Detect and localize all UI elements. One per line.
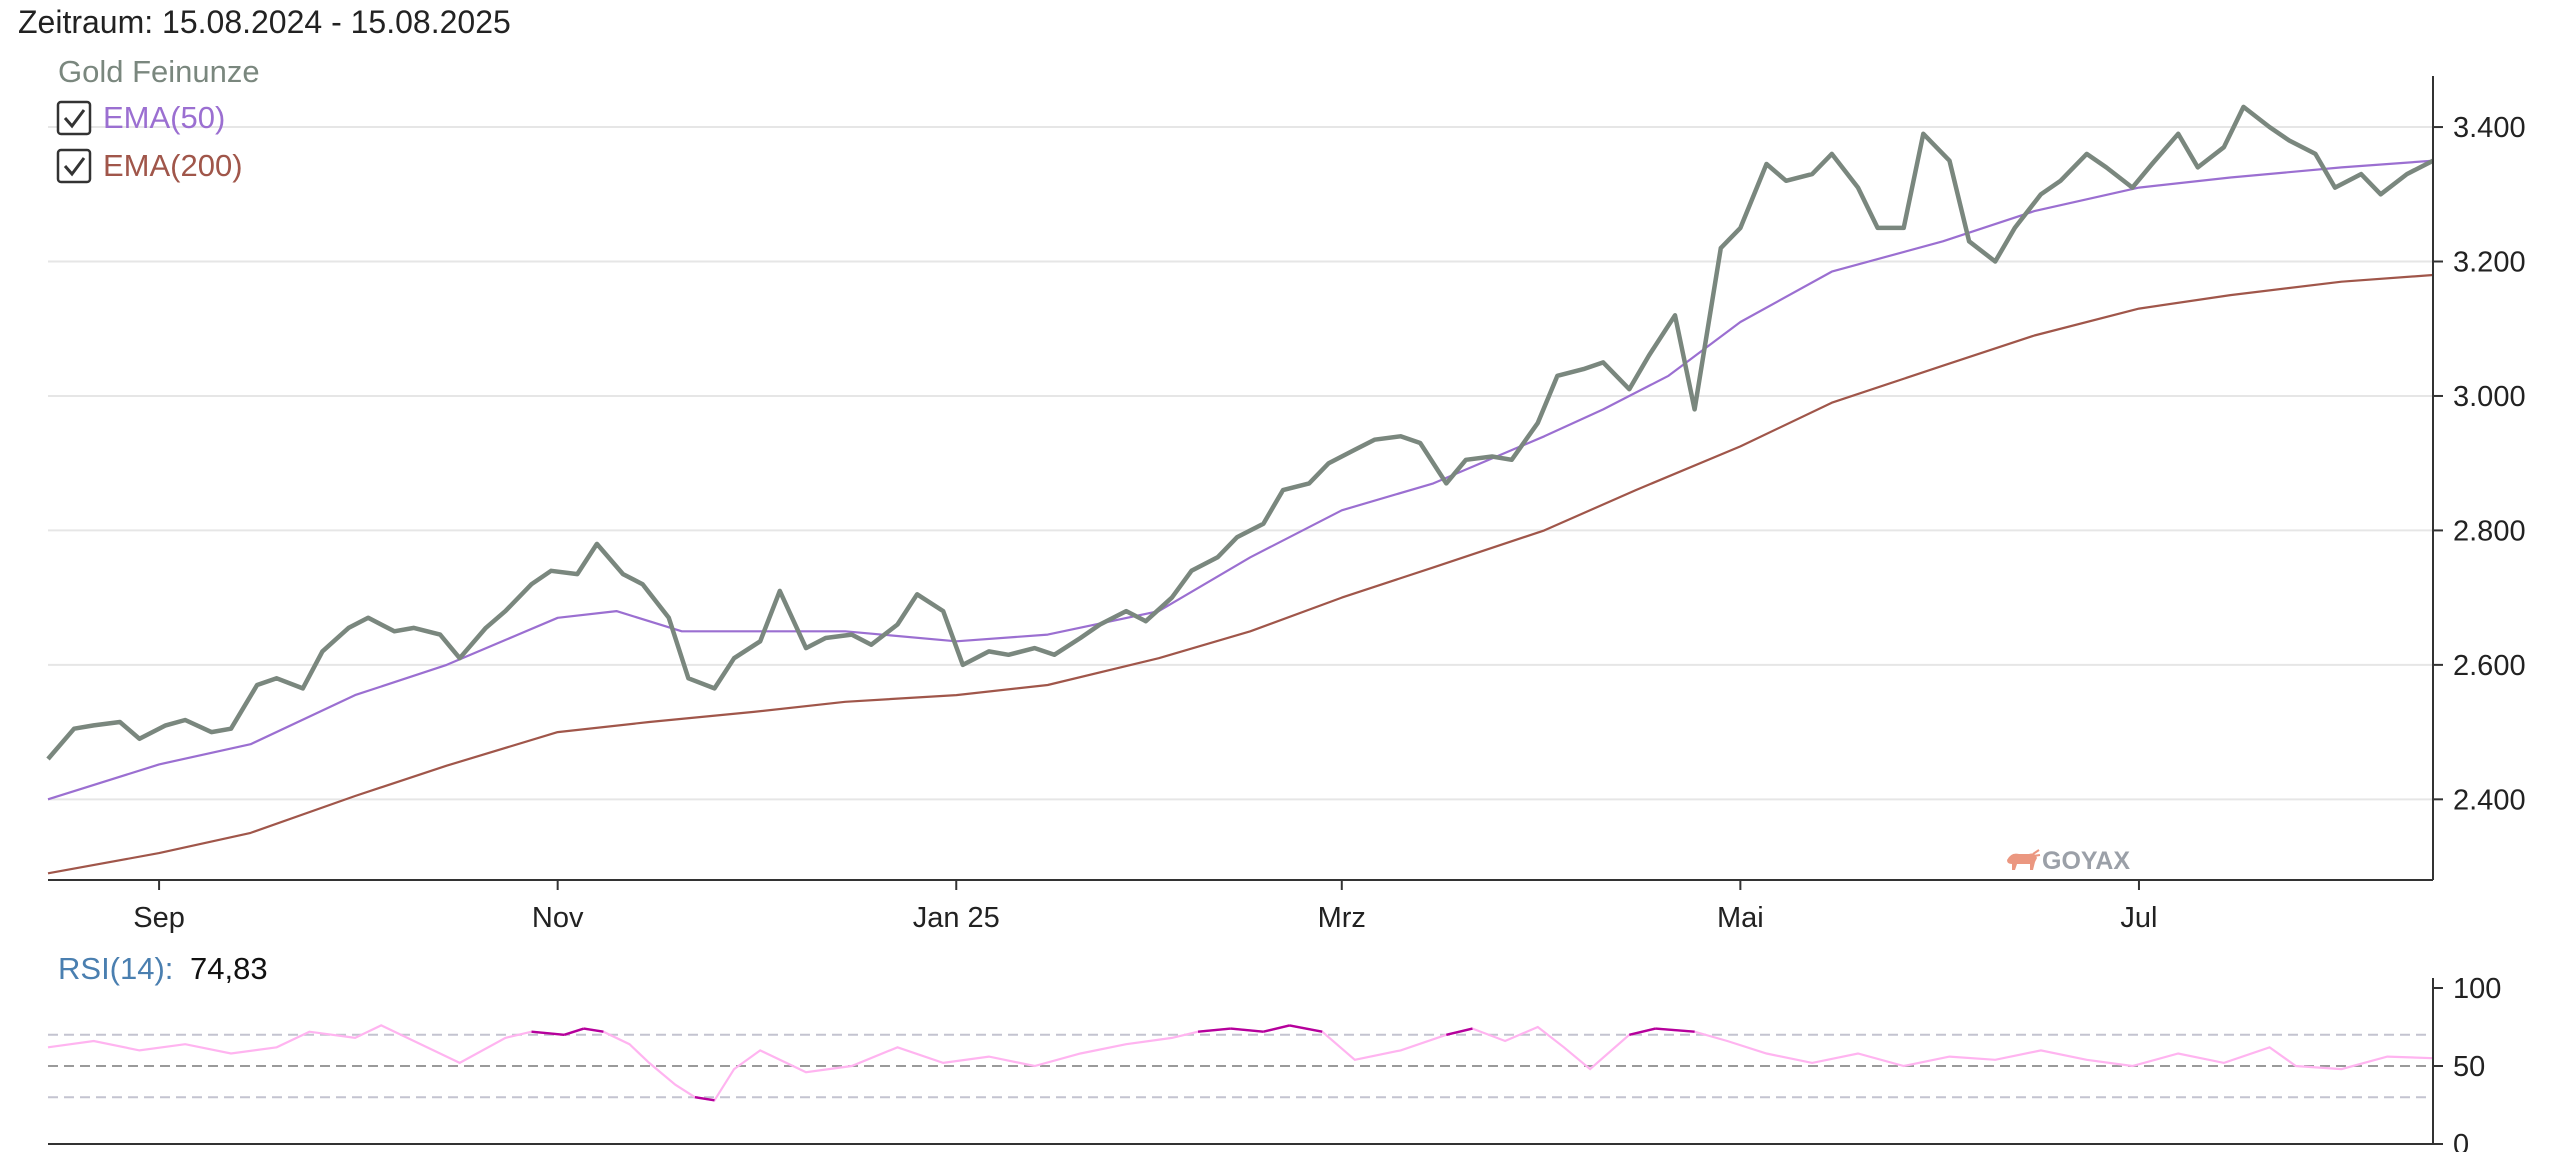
ema50-line bbox=[47, 159, 2434, 801]
rsi-extreme-segment bbox=[1230, 1027, 1264, 1033]
x-tick-label: Jan 25 bbox=[913, 902, 1000, 934]
rsi-reference-lines bbox=[48, 1033, 2433, 1099]
legend-ema50-label: EMA(50) bbox=[103, 100, 225, 135]
legend-ema200-checkbox[interactable] bbox=[56, 148, 92, 184]
rsi-extreme-segment bbox=[1629, 1027, 1656, 1036]
rsi-y-tick-label: 0 bbox=[2453, 1129, 2469, 1152]
x-tick-label: Sep bbox=[133, 902, 185, 934]
period-header: Zeitraum: 15.08.2024 - 15.08.2025 bbox=[18, 4, 511, 41]
rsi-extreme-segment bbox=[1197, 1027, 1231, 1033]
rsi-extreme-segment bbox=[563, 1027, 585, 1036]
legend-ema50-checkbox[interactable] bbox=[56, 100, 92, 136]
rsi-extreme-segment bbox=[583, 1027, 604, 1033]
gold-line bbox=[46, 104, 2435, 761]
goyax-watermark: GOYAX bbox=[2007, 847, 2130, 875]
rsi-extreme-segment bbox=[1263, 1024, 1290, 1033]
rsi-y-tick-label: 100 bbox=[2453, 973, 2501, 1005]
rsi-y-tick-label: 50 bbox=[2453, 1051, 2485, 1083]
y-tick-label: 2.400 bbox=[2453, 784, 2526, 816]
rsi-line bbox=[47, 1024, 2434, 1102]
y-tick-label: 3.400 bbox=[2453, 112, 2526, 144]
rsi-axes: 0 50 100 bbox=[48, 973, 2501, 1152]
rsi-extreme-segment bbox=[694, 1096, 715, 1102]
legend-ema200-label: EMA(200) bbox=[103, 148, 243, 183]
ema200-series bbox=[47, 273, 2434, 875]
y-tick-label: 2.600 bbox=[2453, 650, 2526, 682]
axes: 2.400 2.600 2.800 3.000 3.200 3.400 Sep Nov Jan … bbox=[48, 76, 2526, 934]
legend-gold-label: Gold Feinunze bbox=[58, 54, 260, 89]
rsi-extreme-segment bbox=[1289, 1024, 1323, 1033]
rsi-header: RSI(14): 74,83 bbox=[58, 951, 268, 986]
x-tick-label: Mrz bbox=[1318, 902, 1366, 934]
bull-icon bbox=[2007, 849, 2041, 870]
rsi-value: 74,83 bbox=[190, 951, 268, 986]
watermark-text: GOYAX bbox=[2042, 847, 2130, 875]
gold-series bbox=[46, 104, 2435, 761]
x-tick-label: Mai bbox=[1717, 902, 1764, 934]
period-label: Zeitraum: bbox=[18, 4, 154, 40]
rsi-extreme-segment bbox=[531, 1030, 565, 1036]
period-range: 15.08.2024 - 15.08.2025 bbox=[162, 4, 511, 40]
y-tick-label: 3.200 bbox=[2453, 247, 2526, 279]
rsi-title: RSI(14): bbox=[58, 951, 173, 986]
rsi-series bbox=[47, 1024, 2434, 1102]
checkmark-icon bbox=[63, 157, 86, 177]
grid-lines bbox=[48, 126, 2433, 801]
ema200-line bbox=[47, 273, 2434, 875]
rsi-extreme-segment bbox=[1655, 1027, 1695, 1033]
y-tick-label: 3.000 bbox=[2453, 381, 2526, 413]
rsi-extreme-segment bbox=[1446, 1027, 1473, 1036]
y-tick-label: 2.800 bbox=[2453, 515, 2526, 547]
x-tick-label: Nov bbox=[532, 902, 584, 934]
x-tick-label: Jul bbox=[2120, 902, 2157, 934]
ema50-series bbox=[47, 159, 2434, 801]
checkmark-icon bbox=[63, 109, 86, 129]
